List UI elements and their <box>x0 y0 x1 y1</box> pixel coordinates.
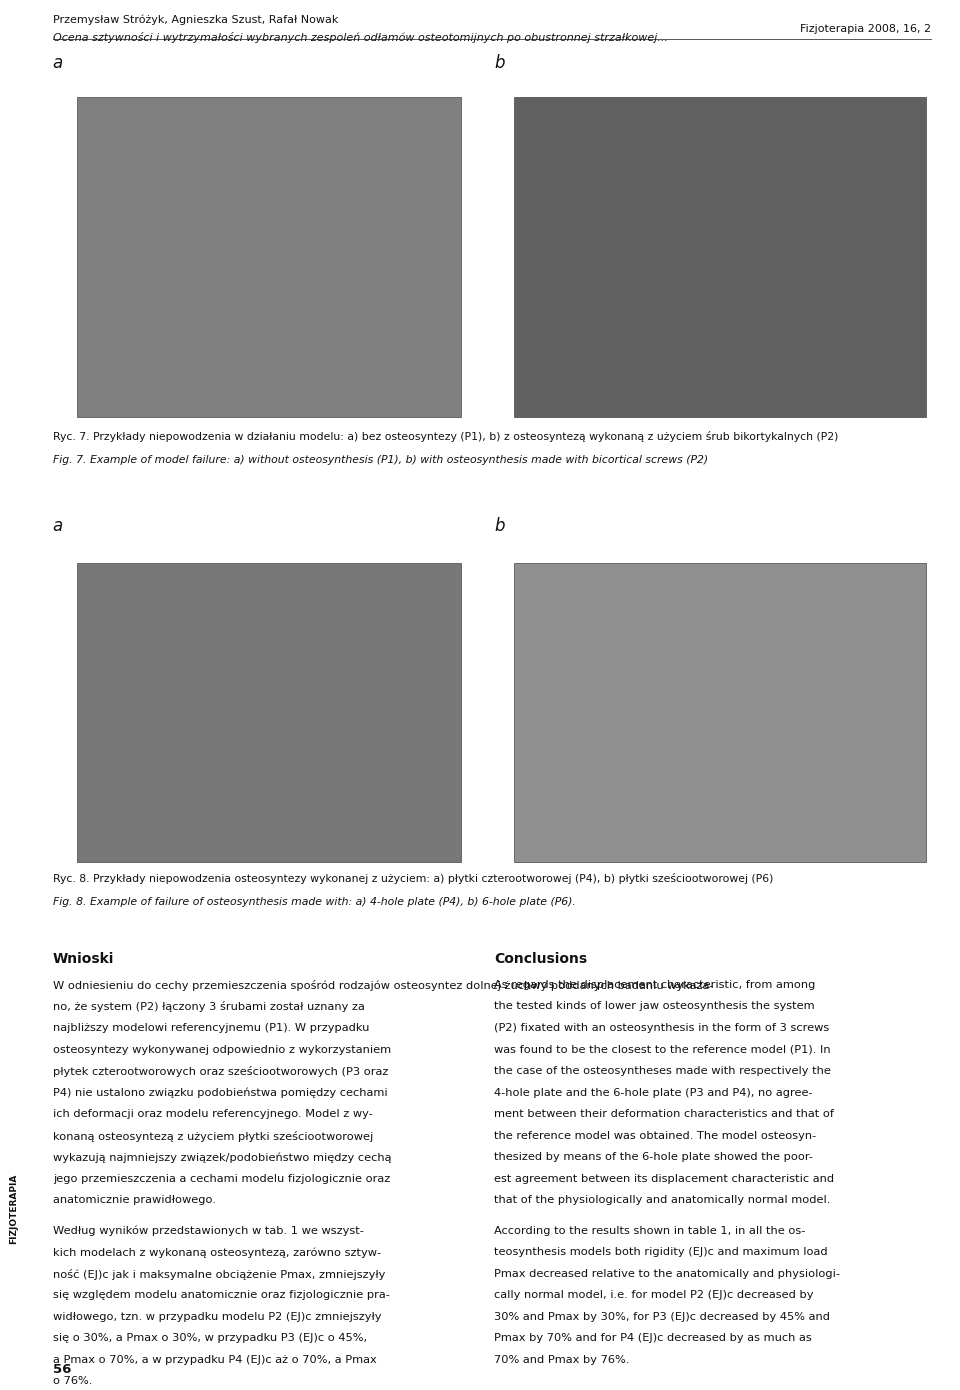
Text: a: a <box>53 54 63 72</box>
Text: 4-hole plate and the 6-hole plate (P3 and P4), no agree-: 4-hole plate and the 6-hole plate (P3 an… <box>494 1088 813 1098</box>
Text: Ocena sztywności i wytrzymałości wybranych zespoleń odłamów osteotomijnych po ob: Ocena sztywności i wytrzymałości wybrany… <box>53 32 667 43</box>
Text: no, że system (P2) łączony 3 śrubami został uznany za: no, że system (P2) łączony 3 śrubami zos… <box>53 1001 365 1012</box>
Text: the case of the osteosyntheses made with respectively the: the case of the osteosyntheses made with… <box>494 1066 831 1076</box>
Text: FIZJOTERAPIA: FIZJOTERAPIA <box>9 1175 18 1244</box>
Text: Wnioski: Wnioski <box>53 952 114 966</box>
Text: osteosyntezy wykonywanej odpowiednio z wykorzystaniem: osteosyntezy wykonywanej odpowiednio z w… <box>53 1045 391 1055</box>
Text: kich modelach z wykonaną osteosyntezą, zarówno sztyw-: kich modelach z wykonaną osteosyntezą, z… <box>53 1247 381 1258</box>
Text: W odniesieniu do cechy przemieszczenia spośród rodzajów osteosyntez dolnej żuchw: W odniesieniu do cechy przemieszczenia s… <box>53 980 713 991</box>
Text: 56: 56 <box>53 1364 71 1376</box>
Text: the tested kinds of lower jaw osteosynthesis the system: the tested kinds of lower jaw osteosynth… <box>494 1001 815 1012</box>
Text: Conclusions: Conclusions <box>494 952 588 966</box>
Text: the reference model was obtained. The model osteosyn-: the reference model was obtained. The mo… <box>494 1131 817 1141</box>
Text: est agreement between its displacement characteristic and: est agreement between its displacement c… <box>494 1175 834 1184</box>
Text: Ryc. 8. Przykłady niepowodzenia osteosyntezy wykonanej z użyciem: a) płytki czte: Ryc. 8. Przykłady niepowodzenia osteosyn… <box>53 873 773 884</box>
Text: ment between their deformation characteristics and that of: ment between their deformation character… <box>494 1109 834 1119</box>
Text: b: b <box>494 517 505 535</box>
Text: 30% and Pmax by 30%, for P3 (EJ)c decreased by 45% and: 30% and Pmax by 30%, for P3 (EJ)c decrea… <box>494 1312 830 1322</box>
Text: Pmax by 70% and for P4 (EJ)c decreased by as much as: Pmax by 70% and for P4 (EJ)c decreased b… <box>494 1333 812 1343</box>
Bar <box>77 97 461 417</box>
Text: As regards the displacement characteristic, from among: As regards the displacement characterist… <box>494 980 816 990</box>
Text: jego przemieszczenia a cechami modelu fizjologicznie oraz: jego przemieszczenia a cechami modelu fi… <box>53 1175 390 1184</box>
Text: Fig. 7. Example of model failure: a) without osteosynthesis (P1), b) with osteos: Fig. 7. Example of model failure: a) wit… <box>53 455 708 464</box>
Text: thesized by means of the 6-hole plate showed the poor-: thesized by means of the 6-hole plate sh… <box>494 1152 813 1162</box>
Text: b: b <box>494 54 505 72</box>
Text: ność (EJ)c jak i maksymalne obciążenie Pmax, zmniejszyły: ność (EJ)c jak i maksymalne obciążenie P… <box>53 1269 385 1280</box>
Bar <box>514 97 926 417</box>
Text: ich deformacji oraz modelu referencyjnego. Model z wy-: ich deformacji oraz modelu referencyjneg… <box>53 1109 372 1119</box>
Text: widłowego, tzn. w przypadku modelu P2 (EJ)c zmniejszyły: widłowego, tzn. w przypadku modelu P2 (E… <box>53 1312 381 1322</box>
Text: P4) nie ustalono związku podobieństwa pomiędzy cechami: P4) nie ustalono związku podobieństwa po… <box>53 1088 388 1098</box>
Text: that of the physiologically and anatomically normal model.: that of the physiologically and anatomic… <box>494 1195 830 1205</box>
Text: (P2) fixated with an osteosynthesis in the form of 3 screws: (P2) fixated with an osteosynthesis in t… <box>494 1023 829 1033</box>
Text: płytek czterootworowych oraz sześciootworowych (P3 oraz: płytek czterootworowych oraz sześciootwo… <box>53 1066 388 1077</box>
Text: konaną osteosyntezą z użyciem płytki sześciootworowej: konaną osteosyntezą z użyciem płytki sze… <box>53 1131 373 1141</box>
Text: się o 30%, a Pmax o 30%, w przypadku P3 (EJ)c o 45%,: się o 30%, a Pmax o 30%, w przypadku P3 … <box>53 1333 367 1343</box>
Text: cally normal model, i.e. for model P2 (EJ)c decreased by: cally normal model, i.e. for model P2 (E… <box>494 1290 814 1300</box>
Text: o 76%.: o 76%. <box>53 1376 92 1386</box>
Text: a: a <box>53 517 63 535</box>
Text: According to the results shown in table 1, in all the os-: According to the results shown in table … <box>494 1226 805 1236</box>
Text: Fig. 8. Example of failure of osteosynthesis made with: a) 4-hole plate (P4), b): Fig. 8. Example of failure of osteosynth… <box>53 897 576 906</box>
Text: wykazują najmniejszy związek/podobieństwo między cechą: wykazują najmniejszy związek/podobieństw… <box>53 1152 392 1163</box>
Text: 70% and Pmax by 76%.: 70% and Pmax by 76%. <box>494 1355 630 1365</box>
Text: Fizjoterapia 2008, 16, 2: Fizjoterapia 2008, 16, 2 <box>800 24 931 33</box>
Text: was found to be the closest to the reference model (P1). In: was found to be the closest to the refer… <box>494 1045 831 1055</box>
Text: Według wyników przedstawionych w tab. 1 we wszyst-: Według wyników przedstawionych w tab. 1 … <box>53 1226 364 1236</box>
Bar <box>514 563 926 862</box>
Text: najbliższy modelowi referencyjnemu (P1). W przypadku: najbliższy modelowi referencyjnemu (P1).… <box>53 1023 370 1033</box>
Text: anatomicznie prawidłowego.: anatomicznie prawidłowego. <box>53 1195 216 1205</box>
Text: Przemysław Stróżyk, Agnieszka Szust, Rafał Nowak: Przemysław Stróżyk, Agnieszka Szust, Raf… <box>53 14 338 25</box>
Text: się względem modelu anatomicznie oraz fizjologicznie pra-: się względem modelu anatomicznie oraz fi… <box>53 1290 390 1300</box>
Bar <box>77 563 461 862</box>
Text: teosynthesis models both rigidity (EJ)c and maximum load: teosynthesis models both rigidity (EJ)c … <box>494 1247 828 1257</box>
Text: Ryc. 7. Przykłady niepowodzenia w działaniu modelu: a) bez osteosyntezy (P1), b): Ryc. 7. Przykłady niepowodzenia w działa… <box>53 431 838 442</box>
Text: a Pmax o 70%, a w przypadku P4 (EJ)c aż o 70%, a Pmax: a Pmax o 70%, a w przypadku P4 (EJ)c aż … <box>53 1355 376 1365</box>
Text: Pmax decreased relative to the anatomically and physiologi-: Pmax decreased relative to the anatomica… <box>494 1269 840 1279</box>
